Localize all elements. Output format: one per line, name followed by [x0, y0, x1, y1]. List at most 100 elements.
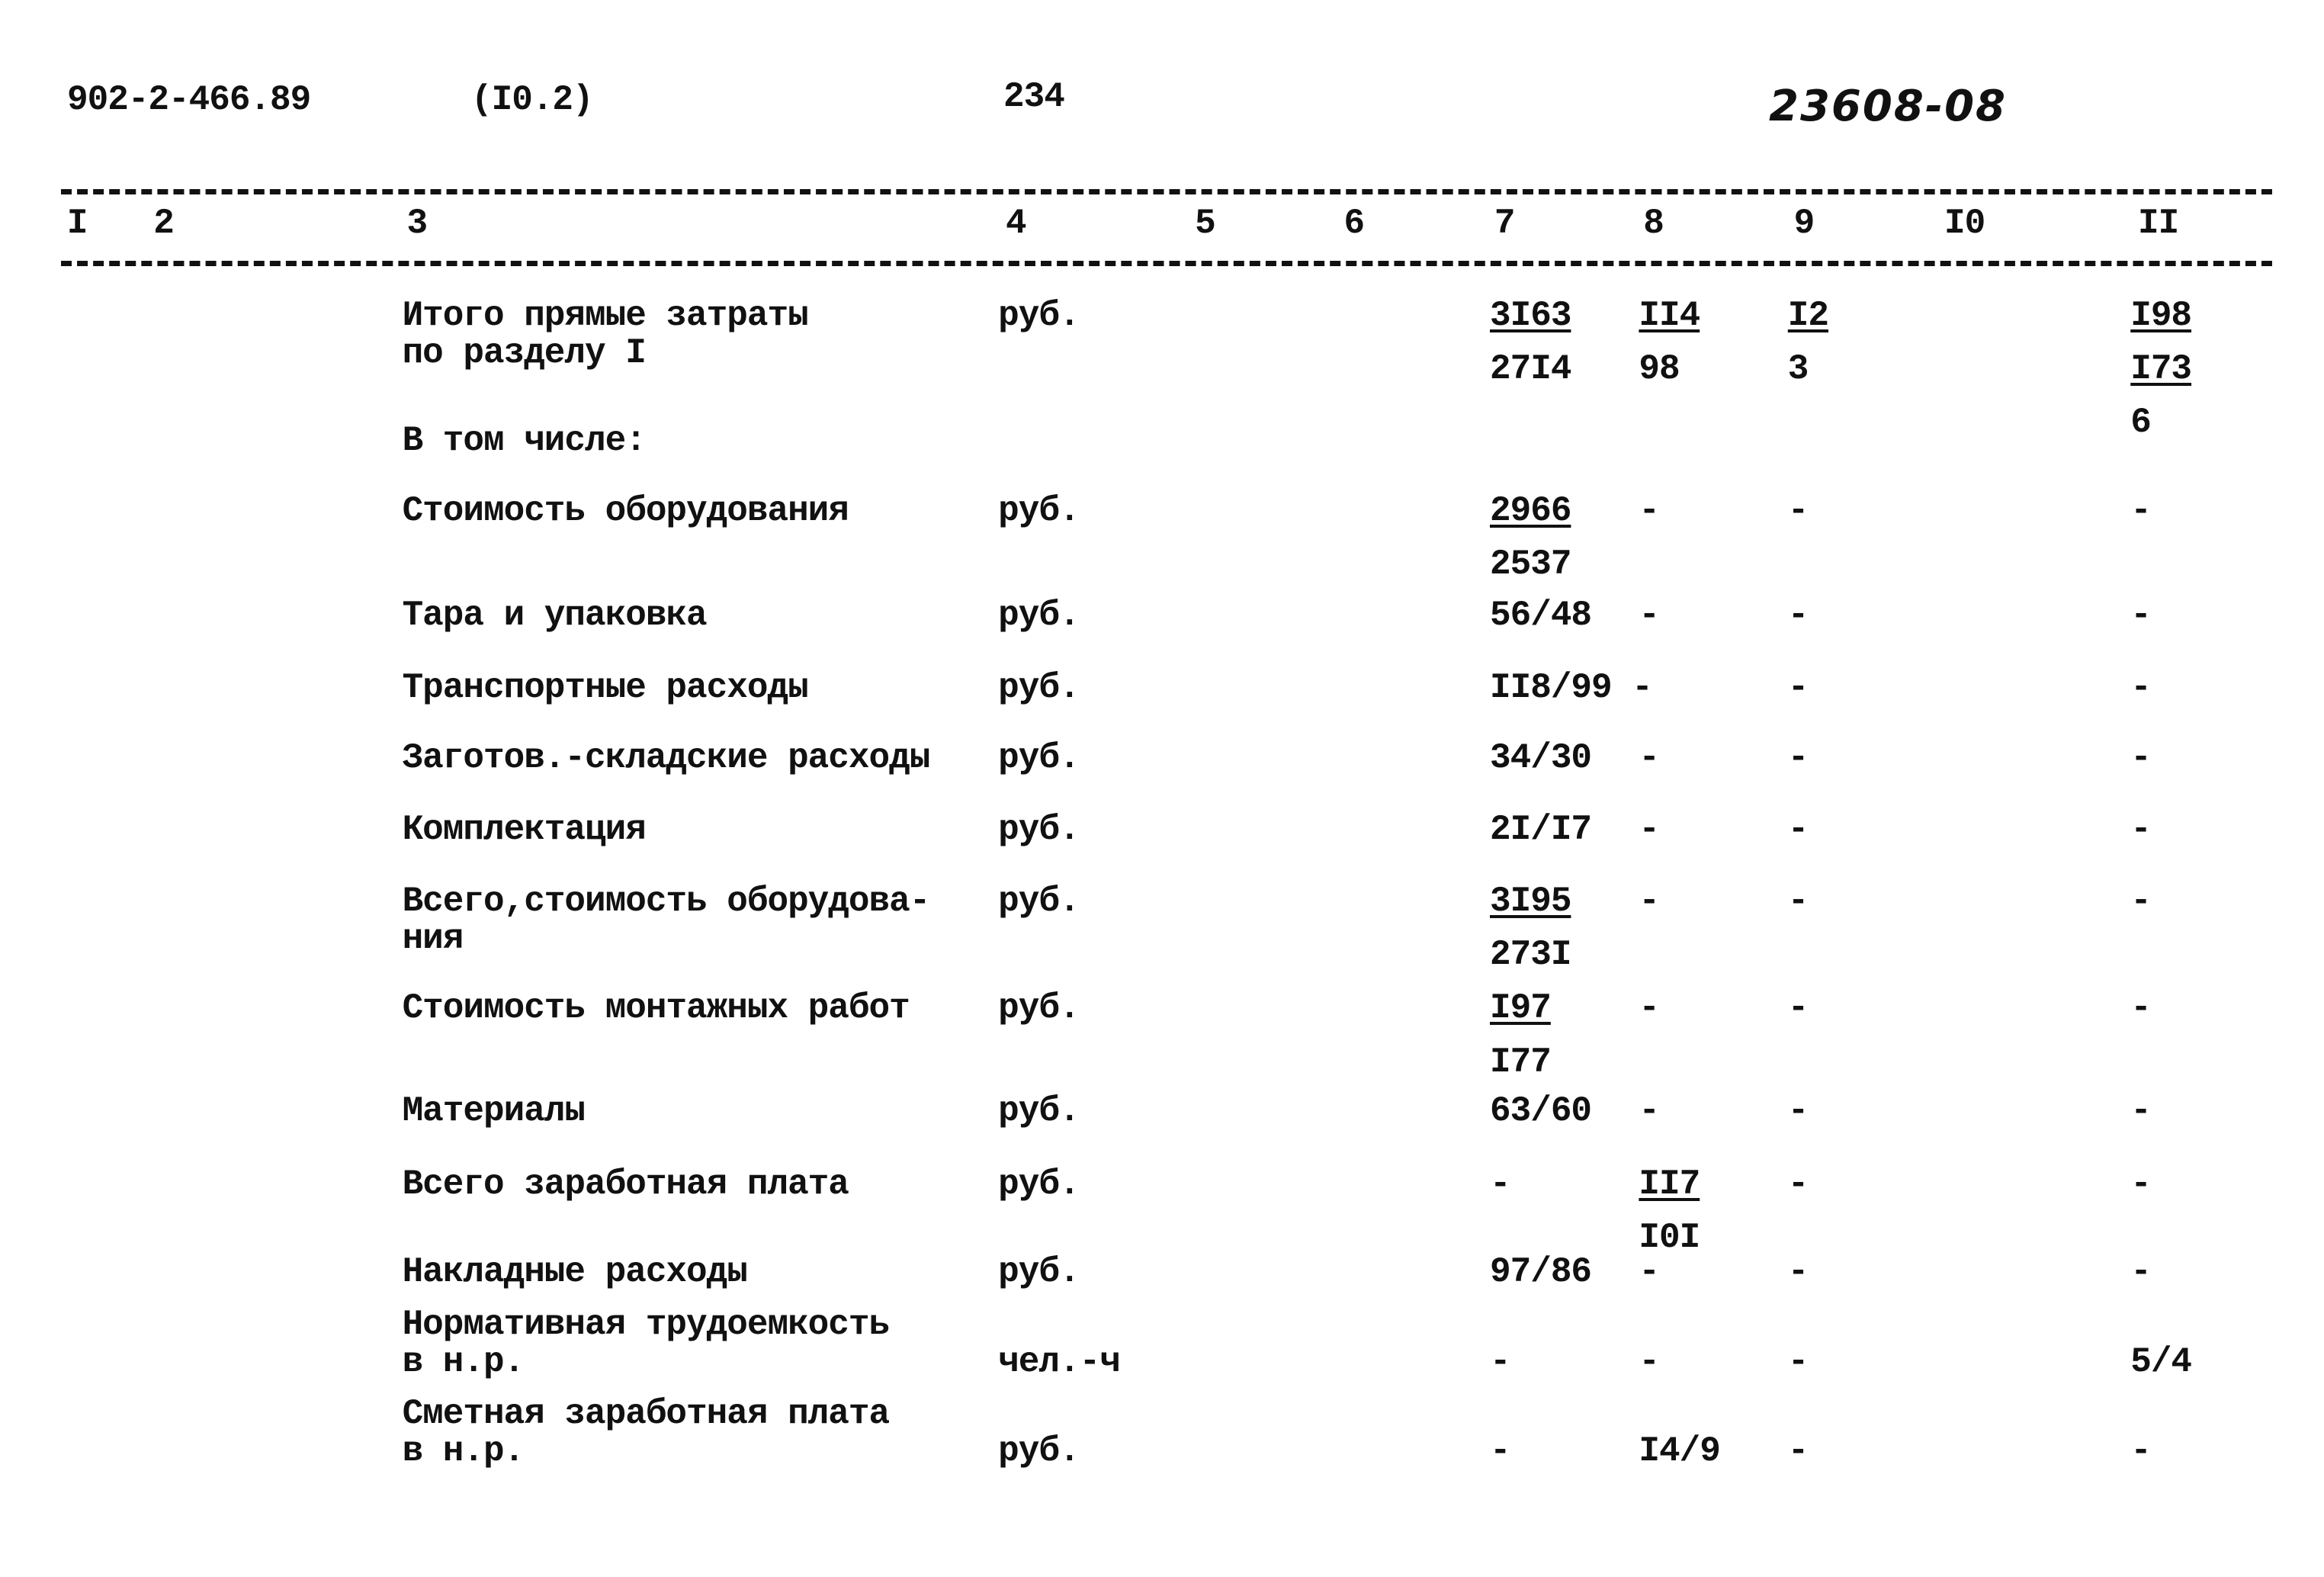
row-unit: руб. — [998, 668, 1080, 708]
row-label: Накладные расходы — [402, 1252, 748, 1293]
cell-c7-line: 3I95 — [1490, 881, 1571, 921]
cell-c9: - — [1787, 1091, 1809, 1132]
column-number-8: 8 — [1643, 203, 1664, 243]
cell-c8-line: II7 — [1639, 1164, 1700, 1204]
column-number-3: 3 — [406, 203, 428, 243]
cell-c8: - — [1639, 1341, 1660, 1382]
column-number-9: 9 — [1793, 203, 1815, 243]
column-number-2: 2 — [153, 203, 175, 243]
cell-c7: 34/30 — [1490, 738, 1592, 779]
row-label: Всего заработная плата — [402, 1164, 849, 1204]
row-label: ния — [402, 918, 464, 959]
cell-c7-line: 3I63 — [1490, 295, 1571, 336]
row-unit: руб. — [998, 1164, 1080, 1204]
cell-c8: I4/9 — [1639, 1431, 1720, 1471]
cell-c7-line: 2537 — [1490, 544, 1571, 585]
cell-c7: 56/48 — [1490, 595, 1592, 635]
row-unit: руб. — [998, 881, 1080, 921]
column-number-6: 6 — [1343, 203, 1366, 243]
cell-c9-line: 3 — [1787, 349, 1809, 390]
row-label: в н.р. — [402, 1341, 525, 1382]
row-unit: чел.-ч — [998, 1341, 1121, 1382]
cell-c11: - — [2130, 668, 2152, 708]
cell-c9: - — [1787, 988, 1809, 1029]
column-number-7: 7 — [1494, 203, 1516, 243]
cell-c7: - — [1490, 1431, 1511, 1471]
cell-c7-line: I97 — [1490, 988, 1552, 1029]
cell-c8-line: II4 — [1639, 295, 1700, 336]
cell-c11: - — [2130, 738, 2152, 779]
cell-c7: - — [1490, 1164, 1511, 1204]
cell-c11: - — [2130, 595, 2152, 635]
document-code: 902-2-466.89 — [67, 80, 311, 120]
cell-c8: - — [1639, 809, 1660, 850]
row-label: В том числе: — [402, 420, 647, 461]
row-unit: руб. — [998, 595, 1080, 635]
row-label: Комплектация — [402, 809, 647, 850]
row-unit: руб. — [998, 738, 1080, 779]
column-number-10: I0 — [1944, 203, 1985, 243]
cell-c9: - — [1787, 490, 1809, 531]
cell-c11: - — [2130, 1431, 2152, 1471]
row-label: Стоимость оборудования — [402, 490, 849, 531]
row-label: Нормативная трудоемкость — [402, 1304, 891, 1344]
row-label: Итого прямые затраты — [402, 295, 809, 336]
row-label: Всего,стоимость оборудова- — [402, 881, 931, 921]
column-number-4: 4 — [1005, 203, 1027, 243]
cell-c9: - — [1787, 738, 1809, 779]
cell-c8: - — [1639, 1091, 1660, 1132]
cell-c8: - — [1639, 881, 1660, 921]
cell-c8: - — [1639, 595, 1660, 635]
cell-c7: - — [1490, 1341, 1511, 1382]
cell-c11-line: I98 — [2130, 295, 2192, 336]
cell-c9-line: I2 — [1787, 295, 1829, 336]
cell-c11-line: 6 — [2130, 403, 2152, 443]
cell-c7-line: 273I — [1490, 935, 1571, 975]
cell-c8-line: 98 — [1639, 349, 1680, 390]
cell-c9: - — [1787, 595, 1809, 635]
row-unit: руб. — [998, 809, 1080, 850]
cell-c8-line: I0I — [1639, 1218, 1700, 1258]
row-unit: руб. — [998, 988, 1080, 1029]
row-unit: руб. — [998, 1431, 1080, 1471]
cell-c7: 97/86 — [1490, 1252, 1592, 1293]
cell-c11: - — [2130, 1252, 2152, 1293]
cell-c8: - — [1639, 490, 1660, 531]
cell-c7-line: 2966 — [1490, 490, 1571, 531]
row-label: Стоимость монтажных работ — [402, 988, 910, 1029]
cell-c11: 5/4 — [2130, 1341, 2192, 1382]
cell-c7: II8/99 - — [1490, 668, 1653, 708]
cell-c9: - — [1787, 809, 1809, 850]
cell-c9: - — [1787, 1431, 1809, 1471]
cell-c9: - — [1787, 1164, 1809, 1204]
header-rule-top — [61, 189, 2272, 194]
column-number-1: I — [66, 203, 88, 243]
cell-c9: - — [1787, 668, 1809, 708]
cell-c7: 2I/I7 — [1490, 809, 1592, 850]
handwritten-number: 23608-08 — [1769, 82, 2007, 131]
cell-c11: - — [2130, 988, 2152, 1029]
row-label: Заготов.-складские расходы — [402, 738, 931, 779]
column-number-5: 5 — [1195, 203, 1216, 243]
cell-c7-line: 27I4 — [1490, 349, 1571, 390]
row-label: Транспортные расходы — [402, 668, 809, 708]
row-unit: руб. — [998, 1252, 1080, 1293]
cell-c11: - — [2130, 1164, 2152, 1204]
page-number: 234 — [1003, 77, 1065, 117]
row-label: Сметная заработная плата — [402, 1393, 891, 1434]
cell-c11: - — [2130, 881, 2152, 921]
cell-c7-line: I77 — [1490, 1042, 1552, 1082]
cell-c8: - — [1639, 988, 1660, 1029]
column-number-11: II — [2137, 203, 2179, 243]
row-label: по разделу I — [402, 332, 647, 373]
cell-c11-line: I73 — [2130, 349, 2192, 390]
cell-c9: - — [1787, 881, 1809, 921]
cell-c7: 63/60 — [1490, 1091, 1592, 1132]
section-number: (I0.2) — [471, 80, 594, 120]
row-label: Материалы — [402, 1091, 586, 1132]
cell-c9: - — [1787, 1252, 1809, 1293]
row-label: в н.р. — [402, 1431, 525, 1471]
cell-c8: - — [1639, 738, 1660, 779]
row-unit: руб. — [998, 1091, 1080, 1132]
cell-c11: - — [2130, 490, 2152, 531]
